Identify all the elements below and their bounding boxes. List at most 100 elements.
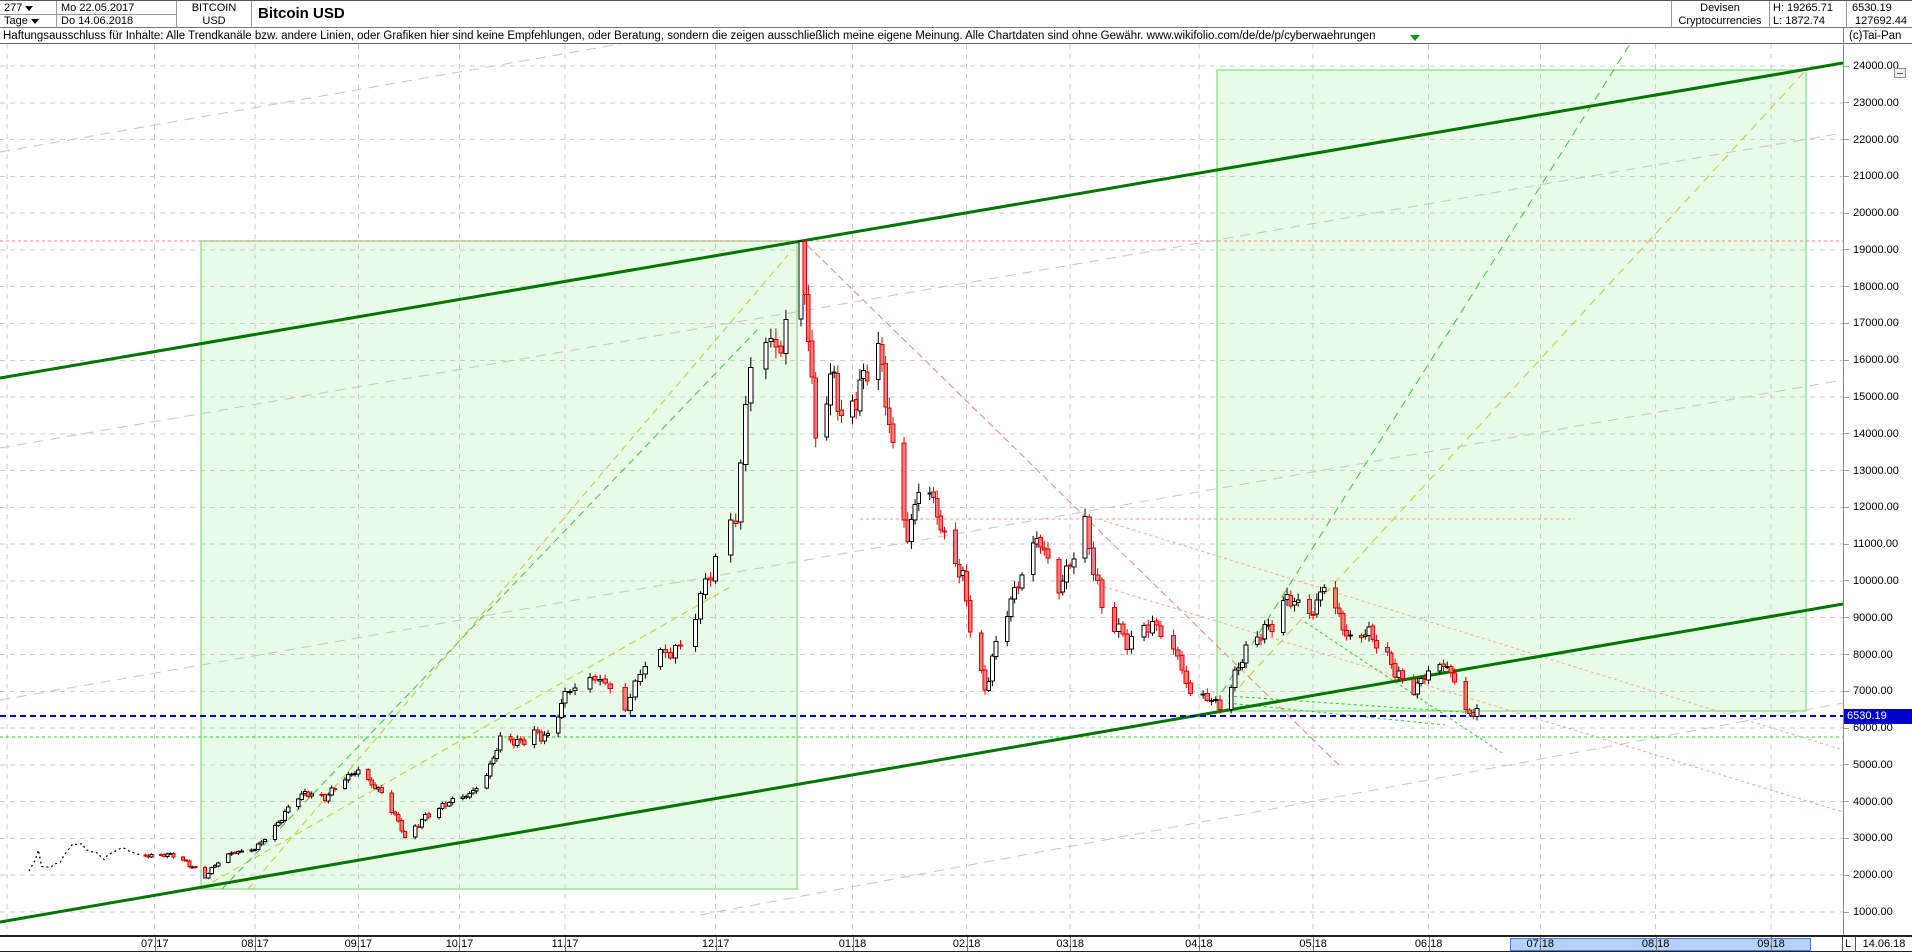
candle-body — [1452, 672, 1458, 683]
candle-body — [890, 423, 896, 444]
candle-body — [171, 853, 176, 858]
price-tick — [1844, 65, 1849, 67]
period-dropdown[interactable]: Tage — [4, 15, 39, 28]
time-tick — [358, 937, 360, 951]
candle-body — [728, 519, 734, 556]
price-label: 1000.00 — [1853, 906, 1893, 918]
divider — [176, 1, 177, 29]
price-label: 9000.00 — [1853, 611, 1893, 624]
candle-body — [632, 680, 638, 698]
candle-body — [190, 866, 195, 869]
divider — [1846, 1, 1847, 29]
candle-body — [831, 371, 837, 374]
candle-body — [467, 792, 472, 798]
candle-body — [864, 371, 870, 382]
candle-body — [1154, 620, 1160, 626]
candle-body — [1008, 598, 1014, 617]
candle-body — [1175, 649, 1181, 657]
month-label: 10.17 — [445, 938, 474, 950]
candle-body — [366, 769, 371, 780]
candle-body — [567, 690, 573, 693]
candle-body — [181, 856, 185, 861]
red-fan-march-b — [1097, 584, 1843, 813]
candle-body — [1145, 624, 1151, 633]
candle-body — [702, 578, 709, 595]
candle-body — [440, 803, 445, 810]
candle-body — [672, 645, 679, 659]
candle-body — [1060, 580, 1066, 593]
candle-body — [1200, 693, 1206, 696]
low-value: L: 1872.74 — [1773, 15, 1825, 27]
price-tick — [1844, 506, 1849, 508]
candle-body — [279, 820, 284, 824]
candle-body — [978, 632, 984, 672]
price-label: 11000.00 — [1853, 538, 1899, 551]
bars-count-dropdown[interactable]: 277 — [4, 2, 34, 15]
candle-body — [802, 241, 808, 295]
marker-triangle-icon — [1410, 35, 1420, 41]
candle-body — [622, 687, 628, 711]
candlestick-chart[interactable] — [0, 44, 1843, 935]
divider — [0, 14, 176, 15]
chevron-down-icon — [30, 18, 39, 24]
time-tick — [1198, 937, 1200, 951]
candle-body — [342, 779, 348, 789]
price-label: 12000.00 — [1853, 501, 1899, 514]
price-label: 8000.00 — [1853, 648, 1893, 661]
time-axis[interactable]: L 14.06.18 07.17 08.17 09.17 10.17 11.17 12.1… — [0, 935, 1912, 952]
candle-body — [602, 678, 608, 684]
price-tick — [1844, 359, 1849, 361]
candle-body — [356, 769, 361, 775]
candle-body — [1071, 558, 1077, 568]
candle-body — [498, 735, 503, 751]
yellow-fan-2017-b — [247, 254, 789, 890]
upper-trend-channel — [0, 61, 1843, 380]
candle-body — [352, 773, 358, 776]
candle-body — [396, 813, 401, 822]
candle-body — [556, 716, 561, 734]
time-tick — [1313, 937, 1315, 951]
candle-body — [184, 859, 189, 862]
price-axis[interactable]: 1000.00 2000.00 3000.00 4000.00 5000.00 6000.… — [1844, 44, 1912, 935]
candle-body — [276, 821, 281, 826]
red-fan-march-a — [1097, 518, 1843, 751]
candle-body — [1254, 636, 1260, 645]
candle-body — [1019, 574, 1025, 589]
candle-body — [149, 854, 154, 858]
candle-body — [239, 850, 244, 853]
candle-body — [886, 407, 892, 425]
candle-body — [322, 793, 328, 802]
candle-body — [1099, 579, 1105, 608]
month-label: 11.17 — [551, 938, 579, 950]
candle-body — [256, 843, 261, 850]
month-label: 05.18 — [1299, 938, 1327, 950]
candle-body — [319, 794, 324, 797]
candle-body — [708, 577, 714, 581]
candle-body — [450, 797, 455, 804]
collapse-icon[interactable] — [1894, 68, 1906, 78]
price-tick — [1844, 617, 1849, 619]
candle-body — [642, 665, 648, 675]
candle-body — [1374, 639, 1379, 649]
date-from[interactable]: Mo 22.05.2017 — [61, 2, 135, 14]
candle-body — [1012, 587, 1018, 600]
candle-body — [1414, 682, 1420, 695]
candle-body — [1310, 613, 1316, 616]
candle-body — [1116, 623, 1122, 633]
candle-body — [1232, 669, 1238, 689]
month-label: 06.18 — [1414, 938, 1443, 950]
candle-body — [302, 790, 308, 794]
price-tick — [1844, 102, 1849, 104]
yellow-fan-2017-a — [201, 586, 731, 889]
yellow-trend-2018 — [1229, 69, 1807, 698]
candle-body — [470, 789, 476, 794]
candle-body — [216, 862, 221, 867]
date-to[interactable]: Do 14.06.2018 — [61, 15, 134, 27]
candle-body — [286, 806, 291, 813]
month-label: 01.18 — [838, 938, 867, 950]
month-label: 07.17 — [140, 938, 169, 950]
candle-body — [901, 442, 907, 521]
candle-body — [587, 676, 593, 690]
peak-downtrend — [806, 244, 1341, 767]
time-tick — [1655, 937, 1657, 951]
